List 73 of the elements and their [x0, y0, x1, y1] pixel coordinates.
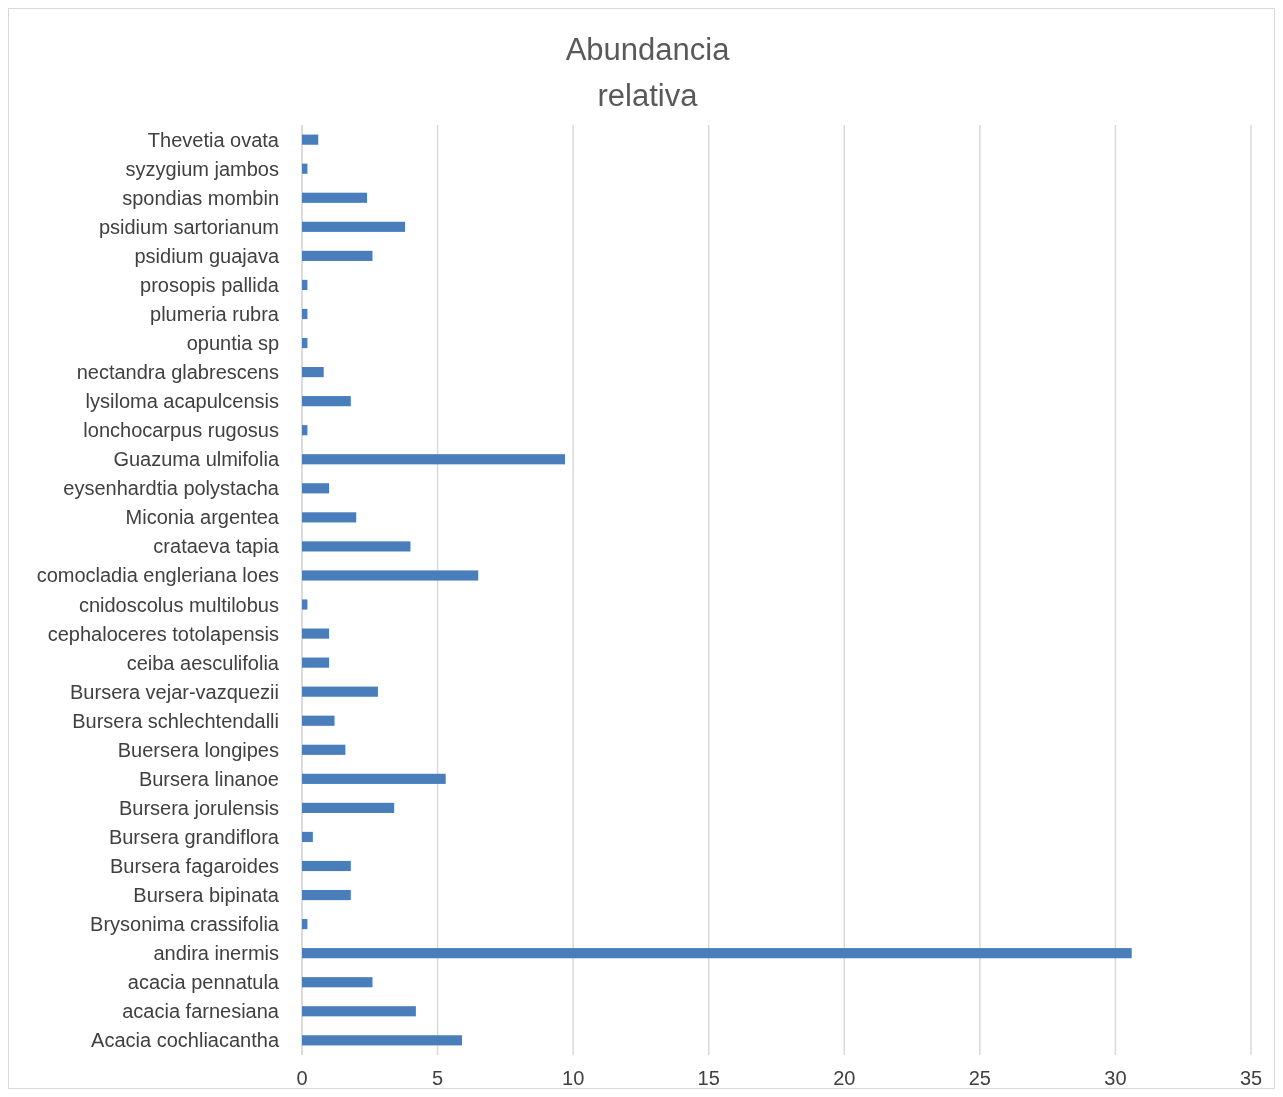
x-tick-label: 15 [697, 1067, 720, 1089]
bar [302, 163, 308, 174]
y-tick-label: Bursera fagaroides [110, 855, 279, 878]
y-tick-label: comocladia engleriana loes [36, 564, 279, 587]
x-tick-label: 30 [1104, 1067, 1127, 1089]
y-tick-label: Bursera schlechtendalli [72, 709, 279, 732]
y-tick-label: Bursera linanoe [138, 767, 279, 790]
y-tick-label: spondias mombin [122, 186, 279, 209]
y-tick-label: psidium guajava [134, 244, 280, 267]
bar [302, 367, 324, 378]
y-tick-label: Guazuma ulmifolia [113, 448, 280, 471]
x-tick-label: 0 [296, 1067, 308, 1089]
bar [302, 977, 373, 988]
y-tick-label: prosopis pallida [140, 273, 280, 296]
y-tick-label: Brysonima crassifolia [90, 913, 280, 936]
bar [302, 570, 479, 581]
bar [302, 512, 357, 523]
x-tick-label: 10 [562, 1067, 585, 1089]
bar [302, 686, 378, 697]
y-tick-label: acacia farnesiana [122, 1000, 280, 1023]
bar [302, 948, 1132, 959]
bar [302, 657, 330, 668]
bar [302, 396, 351, 407]
bar [302, 425, 308, 436]
y-tick-label: plumeria rubra [150, 302, 280, 325]
bar [302, 483, 330, 494]
bar [302, 192, 368, 203]
bar [302, 715, 335, 726]
x-tick-label: 25 [968, 1067, 991, 1089]
x-tick-label: 20 [833, 1067, 856, 1089]
chart-title: Abundancia relativa [565, 32, 731, 113]
bar [302, 773, 446, 784]
y-tick-label: Thevetia ovata [147, 128, 280, 151]
y-tick-label: ceiba aesculifolia [126, 651, 280, 674]
bar [302, 860, 351, 872]
y-tick-label: nectandra glabrescens [76, 361, 279, 384]
y-tick-label: opuntia sp [186, 332, 279, 355]
y-tick-label: eysenhardtia polystacha [63, 477, 280, 500]
bar [302, 221, 406, 232]
bar [302, 134, 319, 145]
bar [302, 279, 308, 291]
y-tick-label: cephaloceres totolapensis [47, 622, 279, 645]
bar [302, 802, 395, 813]
y-tick-label: psidium sartorianum [98, 215, 279, 238]
bar [302, 337, 308, 349]
y-tick-label: cnidoscolus multilobus [78, 593, 279, 616]
bar [302, 541, 411, 552]
bar [302, 454, 566, 465]
x-tick-label: 35 [1239, 1067, 1263, 1089]
y-tick-label: Bursera bipinata [133, 884, 280, 907]
y-tick-label: andira inermis [153, 942, 279, 965]
bar [302, 1035, 462, 1046]
bar [302, 831, 313, 843]
y-tick-label: acacia pennatula [127, 971, 280, 994]
bar [302, 919, 308, 930]
y-tick-label: Miconia argentea [125, 506, 280, 529]
bar [302, 628, 330, 639]
y-tick-label: Bursera vejar-vazquezii [70, 680, 279, 703]
y-tick-label: Bursera grandiflora [108, 825, 280, 848]
y-tick-label: crataeva tapia [153, 535, 280, 558]
y-tick-label: lonchocarpus rugosus [83, 419, 279, 442]
bar [302, 308, 308, 320]
bar [302, 889, 351, 901]
bar [302, 599, 308, 610]
bar [302, 250, 373, 261]
y-tick-label: syzygium jambos [125, 157, 279, 180]
y-tick-label: lysiloma acapulcensis [85, 390, 279, 413]
x-tick-label: 5 [432, 1067, 444, 1089]
y-tick-label: Bursera jorulensis [118, 796, 279, 819]
bar [302, 1006, 416, 1017]
y-tick-label: Acacia cochliacantha [91, 1029, 280, 1052]
y-tick-label: Buersera longipes [117, 738, 279, 761]
bar [302, 744, 346, 755]
